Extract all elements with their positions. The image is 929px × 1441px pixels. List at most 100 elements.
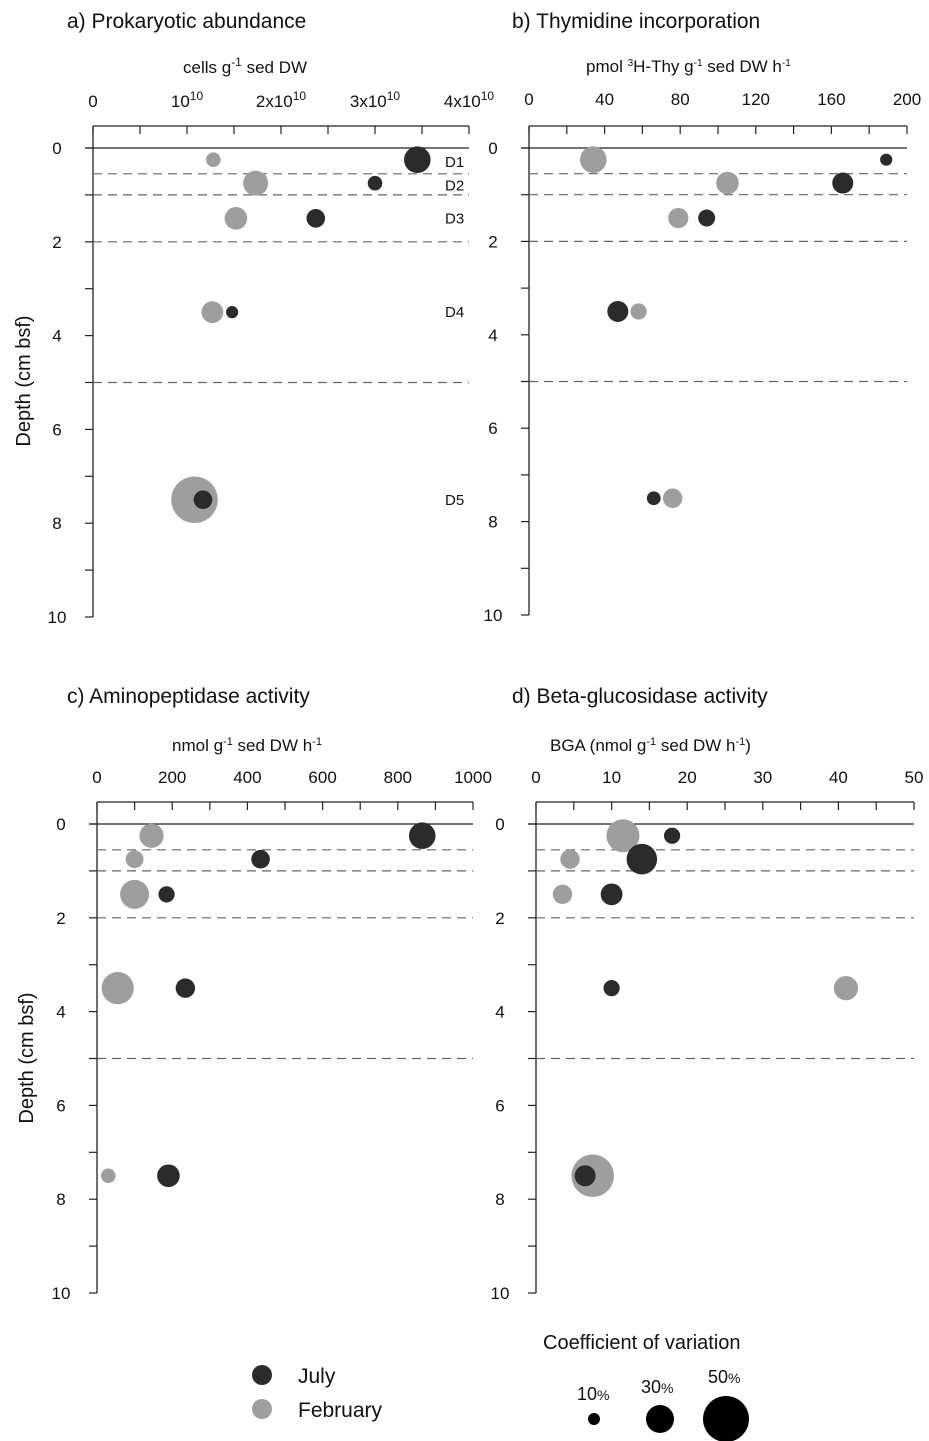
cv-marker-10 [588, 1413, 600, 1425]
panel-a-x-tick-label: 4x1010 [444, 89, 495, 111]
panel-b-july-point [698, 209, 716, 227]
panel-d-x-tick-label: 50 [905, 768, 924, 787]
panel-a-july-point [193, 490, 213, 510]
zone-label-d3: D3 [445, 210, 464, 227]
panel-c-july-point [251, 849, 270, 869]
panel-a-y-tick-label: 8 [52, 514, 61, 533]
series-legend: July February [252, 1365, 383, 1422]
panel-a-yaxis-title: Depth (cm bsf) [13, 315, 35, 446]
panel-a-xaxis-title: cells g-1 sed DW [183, 55, 307, 77]
panel-c-y-tick-label: 0 [56, 815, 65, 834]
cv-marker-30 [646, 1405, 674, 1433]
panel-d-february-point [552, 884, 573, 905]
zone-label-d5: D5 [445, 492, 464, 509]
panel-b-july-point [607, 300, 629, 322]
panel-c-yaxis-title: Depth (cm bsf) [16, 992, 38, 1123]
panel-d-july-point [626, 843, 658, 875]
panel-b-february-point [716, 171, 739, 195]
cv-label-50: 50% [708, 1367, 740, 1387]
panel-a-x-tick-label: 2x1010 [256, 89, 307, 111]
panel-a-y-tick-label: 10 [48, 608, 67, 627]
cv-legend: Coefficient of variation 10% 30% 50% [543, 1332, 749, 1441]
panel-a-february-point [243, 170, 269, 196]
panel-b-x-tick-label: 120 [742, 90, 770, 109]
panel-d-july-point [603, 980, 620, 997]
panel-b-title: b) Thymidine incorporation [512, 10, 760, 33]
panel-b-x-tick-label: 80 [671, 90, 690, 109]
panel-a-y-tick-label: 2 [52, 233, 61, 252]
panel-d-y-tick-label: 8 [495, 1190, 504, 1209]
cv-label-10: 10% [577, 1384, 609, 1404]
panel-c-x-tick-label: 600 [308, 768, 336, 787]
panel-c-x-tick-label: 800 [384, 768, 412, 787]
panel-a-y-tick-label: 0 [52, 139, 61, 158]
panel-c-july-point [175, 978, 196, 998]
panel-a-y-tick-label: 4 [52, 327, 61, 346]
panel-b-xaxis-title: pmol 3H-Thy g-1 sed DW h-1 [586, 57, 791, 76]
panel-d-y-tick-label: 0 [495, 815, 504, 834]
panel-a-february-point [206, 152, 221, 168]
cv-marker-50 [703, 1396, 749, 1441]
panel-a-x-tick-label: 1010 [171, 89, 204, 111]
panel-c-july-point [157, 1164, 180, 1188]
panel-c-y-tick-label: 2 [56, 909, 65, 928]
panel-c-february-point [101, 972, 134, 1005]
panel-d-february-point [606, 819, 640, 853]
panel-d-x-tick-label: 0 [531, 768, 540, 787]
cv-legend-title: Coefficient of variation [543, 1332, 741, 1354]
panel-d-july-point [574, 1165, 596, 1187]
panel-b-y-tick-label: 2 [488, 232, 497, 251]
panel-b-february-point [579, 146, 607, 173]
panel-b-y-tick-label: 4 [488, 326, 497, 345]
panel-b-february-point [630, 303, 647, 320]
panel-d-x-tick-label: 30 [753, 768, 772, 787]
panel-a-july-point [404, 146, 431, 174]
panel-a-y-tick-label: 6 [52, 420, 61, 439]
panel-c-july-point [408, 822, 436, 850]
panel-c-x-tick-label: 200 [158, 768, 186, 787]
panel-a-july-point [306, 209, 326, 228]
panel-a-february-point [224, 207, 248, 230]
legend-july-label: July [298, 1365, 336, 1388]
panel-d-plot: 0 10 20 30 40 50 0 2 4 6 8 10 [491, 768, 924, 1303]
panel-d-y-tick-label: 6 [495, 1096, 504, 1115]
panel-a-title: a) Prokaryotic abundance [67, 10, 306, 33]
panel-c-xaxis-title: nmol g-1 sed DW h-1 [172, 736, 322, 755]
panel-d-y-tick-label: 2 [495, 909, 504, 928]
zone-label-d4: D4 [445, 304, 464, 321]
panel-a-july-point [226, 306, 239, 319]
panel-d-july-point [663, 827, 681, 844]
panel-b-july-point [832, 172, 854, 194]
panel-c-x-tick-label: 1000 [454, 768, 492, 787]
panel-d-july-point [600, 883, 623, 906]
panel-d-february-point [833, 976, 859, 1001]
panel-b-x-tick-label: 0 [524, 90, 533, 109]
panel-b-x-tick-label: 40 [595, 90, 614, 109]
panel-a-july-point [367, 175, 383, 191]
panel-c-title: c) Aminopeptidase activity [67, 685, 310, 708]
panel-b-plot: 0 40 80 120 160 200 0 2 4 6 8 10 [484, 90, 922, 625]
panel-c-x-tick-label: 400 [233, 768, 261, 787]
panel-b-x-tick-label: 160 [817, 90, 845, 109]
panel-b-february-point [668, 207, 689, 229]
zone-label-d2: D2 [445, 178, 464, 195]
panel-c-plot: 0 200 400 600 800 1000 0 2 4 6 8 10 [52, 768, 492, 1303]
panel-d-x-tick-label: 40 [829, 768, 848, 787]
panel-b-y-tick-label: 6 [488, 419, 497, 438]
legend-july-marker [252, 1365, 272, 1385]
cv-label-30: 30% [641, 1377, 673, 1397]
panel-b-x-tick-label: 200 [893, 90, 921, 109]
panel-c-february-point [120, 879, 150, 909]
panel-a-plot: 0 1010 2x1010 3x1010 4x1010 0 2 4 6 8 10 D1 D2 D3 D4 D5 [48, 89, 495, 627]
panel-d-title: d) Beta-glucosidase activity [512, 685, 768, 708]
panel-c-february-point [100, 1168, 116, 1184]
panel-b-july-point [646, 491, 661, 506]
panel-b-july-point [880, 153, 893, 166]
panel-c-y-tick-label: 10 [52, 1284, 71, 1303]
panel-c-y-tick-label: 8 [56, 1190, 65, 1209]
panel-c-july-point [158, 886, 175, 903]
legend-february-marker [252, 1399, 272, 1419]
legend-february-label: February [298, 1399, 383, 1422]
panel-c-february-point [139, 823, 164, 848]
